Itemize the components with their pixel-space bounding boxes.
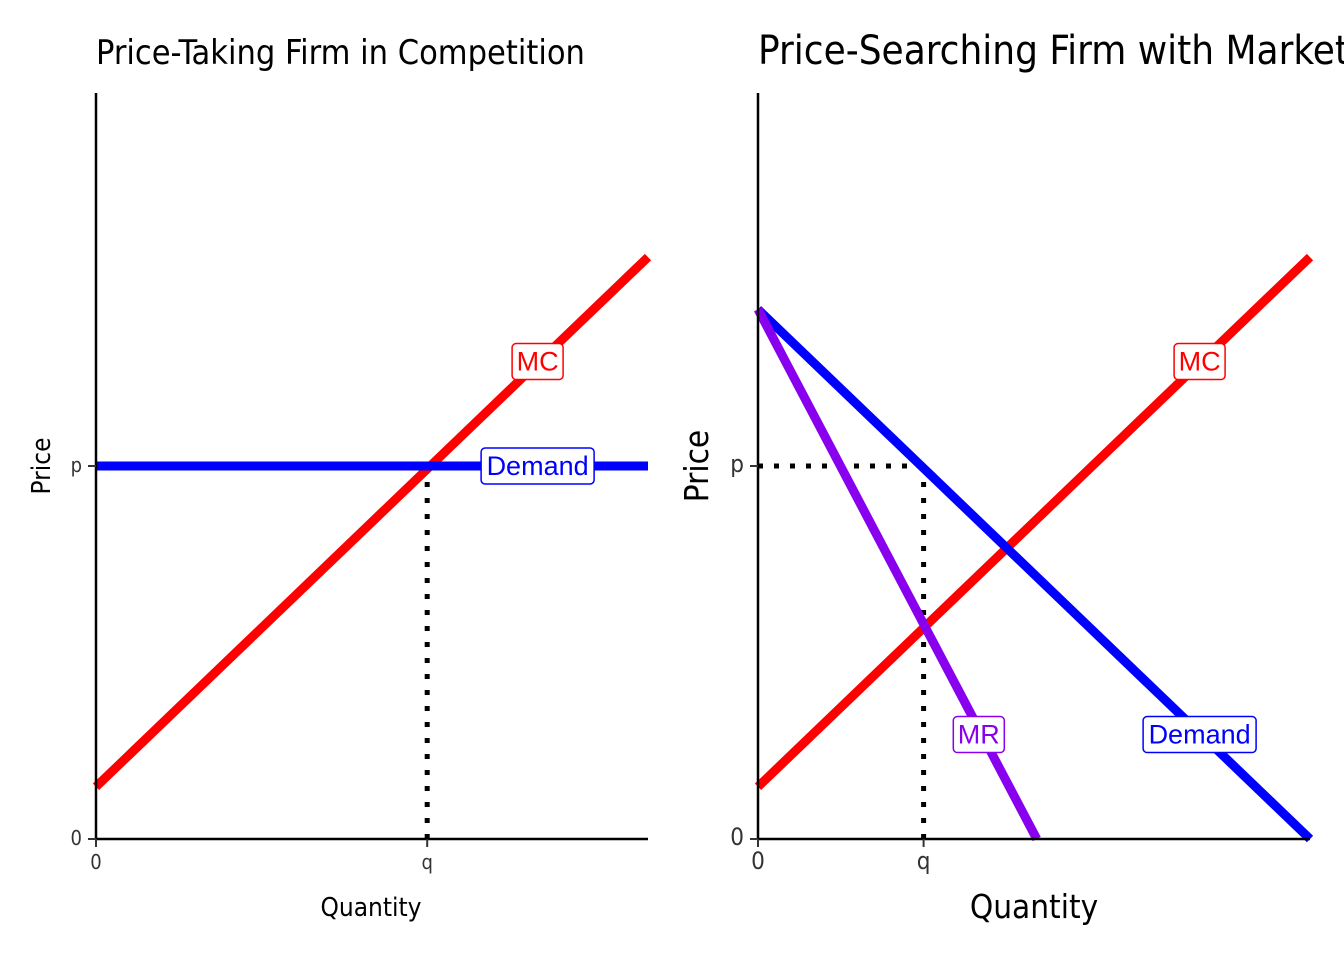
series-line-demand [754, 306, 1314, 843]
label-text: Demand [1149, 720, 1251, 750]
ticks-price-taking: 0 q 0 p [71, 453, 433, 874]
label-text: Demand [487, 451, 589, 481]
label-box [511, 342, 564, 381]
chart-title-price-searching: Price-Searching Firm with Market Power [758, 28, 1344, 74]
series-line-mr [754, 307, 1041, 842]
label-demand: Demand [480, 447, 595, 485]
x-axis-label: Quantity [970, 887, 1098, 926]
y-tick-label: p [730, 450, 744, 478]
panel-price-taking: Price-Taking Firm in Competition Quantit… [27, 33, 652, 923]
label-mc: MC [1173, 342, 1226, 381]
y-axis-label: Price [27, 437, 57, 494]
x-tick-label: 0 [90, 850, 101, 874]
label-demand: Demand [1142, 715, 1257, 754]
label-text: MC [517, 347, 559, 377]
y-tick-label: p [71, 453, 82, 477]
x-axis-label: Quantity [320, 893, 421, 923]
panel-price-searching: Price-Searching Firm with Market Power Q… [677, 28, 1344, 926]
series-line-mc [754, 253, 1314, 791]
x-tick-label: q [917, 847, 931, 875]
x-tick-label: 0 [751, 847, 765, 875]
y-axis-label: Price [677, 430, 716, 502]
ticks-price-searching: 0 q 0 p [730, 450, 930, 875]
y-tick-label: 0 [71, 826, 82, 850]
label-mc: MC [511, 342, 564, 381]
label-text: MC [1179, 347, 1221, 377]
line-labels-price-searching: MC Demand MR [952, 342, 1257, 754]
label-box [480, 447, 595, 485]
label-mr: MR [952, 715, 1006, 754]
y-tick-label: 0 [730, 823, 744, 851]
label-box [1142, 715, 1257, 754]
label-box [1173, 342, 1226, 381]
chart-title-price-taking: Price-Taking Firm in Competition [96, 33, 585, 73]
line-labels-price-taking: MC Demand [480, 342, 595, 485]
label-text: MR [958, 720, 1000, 750]
plot-area-price-taking [92, 253, 652, 839]
label-box [952, 715, 1006, 754]
x-tick-label: q [421, 850, 432, 874]
series-line-mc [92, 253, 652, 791]
